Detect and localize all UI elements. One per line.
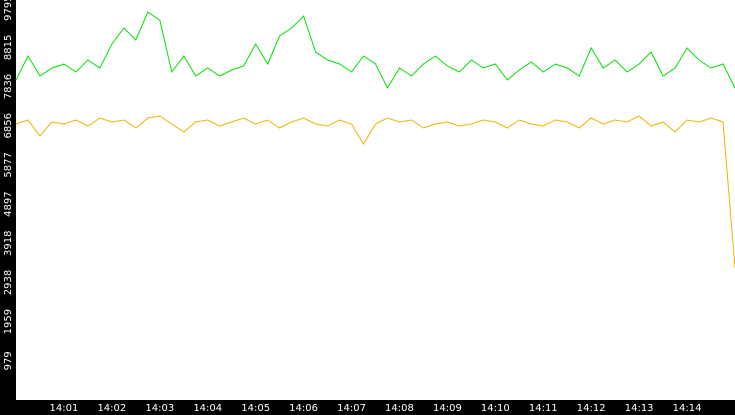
x-tick-label: 14:02: [97, 403, 126, 414]
x-tick-label: 14:10: [481, 403, 510, 414]
x-tick-label: 14:12: [577, 403, 606, 414]
x-tick-label: 14:13: [625, 403, 654, 414]
y-tick-label: 1959: [3, 309, 14, 334]
x-tick-label: 14:01: [50, 403, 79, 414]
x-tick-label: 14:06: [289, 403, 318, 414]
series-line: [15, 11, 735, 90]
x-tick-label: 14:11: [529, 403, 558, 414]
y-tick-label: 979: [3, 351, 14, 370]
y-tick-label: 9795: [3, 0, 14, 21]
y-tick-label: 5877: [3, 152, 14, 177]
series-line: [15, 115, 735, 269]
x-tick-label: 14:04: [193, 403, 222, 414]
x-tick-label: 14:05: [241, 403, 270, 414]
x-tick-label: 14:09: [433, 403, 462, 414]
y-tick-label: 2938: [3, 270, 14, 295]
x-tick-label: 14:14: [673, 403, 702, 414]
y-tick-label: 7836: [3, 74, 14, 99]
y-tick-label: 8815: [3, 35, 14, 60]
y-tick-label: 4897: [3, 191, 14, 216]
x-tick-label: 14:03: [145, 403, 174, 414]
x-tick-label: 14:08: [385, 403, 414, 414]
y-tick-label: 6856: [3, 113, 14, 138]
x-tick-label: 14:07: [337, 403, 366, 414]
plot-area: [16, 0, 735, 400]
y-tick-label: 3918: [3, 231, 14, 256]
